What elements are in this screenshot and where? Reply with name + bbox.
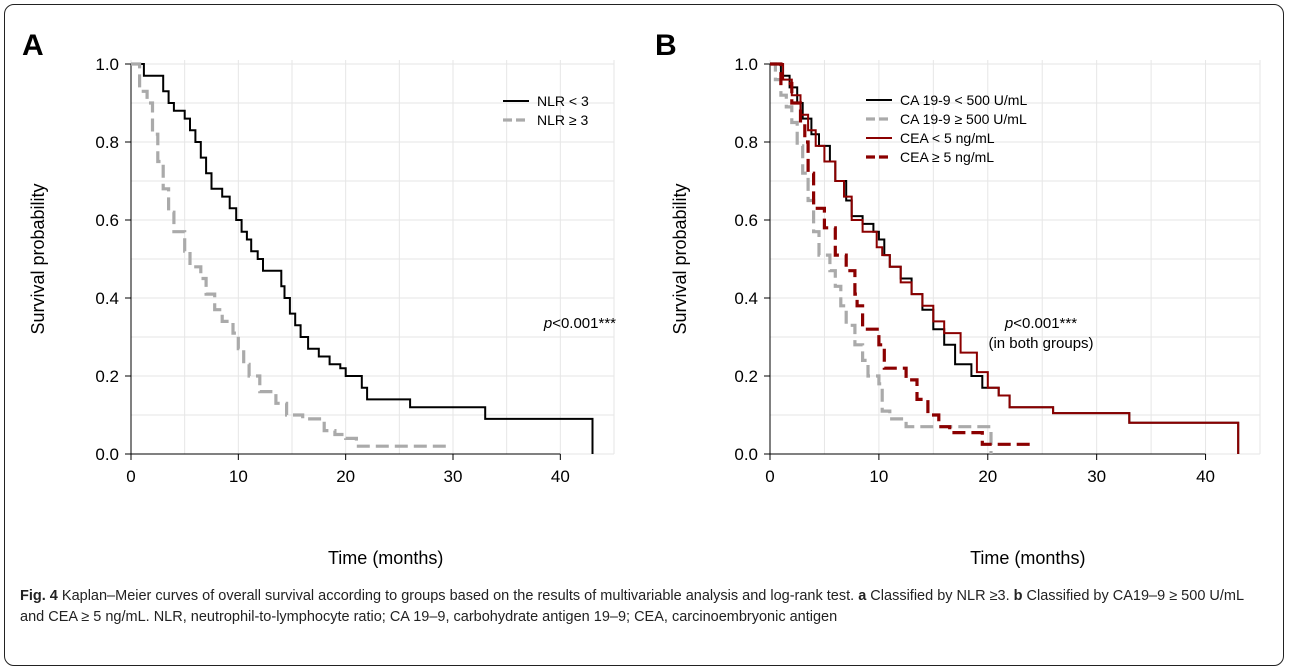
y-tick-label: 1.0: [734, 55, 758, 74]
x-tick-label: 10: [229, 467, 248, 486]
y-tick-label: 0.8: [734, 133, 758, 152]
caption-fig-label: Fig. 4: [20, 588, 58, 604]
p-value-annotation: p<0.001***: [543, 315, 616, 332]
chart-panel-b: 0.0 0.2 0.4 0.6 0.8 1.0 0 10 20 30 40 Survival prob…: [655, 29, 1261, 568]
series-line-1: [770, 62, 993, 454]
y-axis-label: Survival probability: [28, 183, 48, 334]
legend-entry-label: CA 19-9 ≥ 500 U/mL: [900, 111, 1027, 127]
legend: NLR < 3 NLR ≥ 3: [503, 93, 589, 128]
p-value-subtext: (in both groups): [988, 335, 1093, 352]
x-tick-label: 40: [1196, 467, 1215, 486]
x-axis-label: Time (months): [328, 548, 443, 568]
x-axis-label: Time (months): [970, 548, 1085, 568]
figure-caption: Fig. 4 Kaplan–Meier curves of overall su…: [20, 586, 1270, 628]
caption-b-text: Classified by CA19–9 ≥ 500 U/mL and CEA …: [20, 588, 1244, 625]
p-value-text: <0.001***: [552, 315, 616, 332]
x-tick-label: 0: [126, 467, 135, 486]
legend-entry-label: CEA < 5 ng/mL: [900, 130, 995, 146]
series-line-0: [131, 63, 594, 454]
x-tick-label: 20: [336, 467, 355, 486]
y-tick-label: 0.6: [95, 211, 119, 230]
series-line-2: [770, 63, 1240, 454]
caption-a-text: Classified by NLR ≥3.: [866, 588, 1014, 604]
y-tick-label: 0.4: [95, 289, 119, 308]
y-tick-label: 0.2: [95, 367, 119, 386]
y-tick-label: 0.0: [734, 445, 758, 464]
p-value-text: <0.001***: [1013, 315, 1077, 332]
caption-a-label: a: [858, 588, 867, 604]
series-line-1: [131, 62, 448, 448]
p-value-annotation: p<0.001***: [1004, 315, 1077, 332]
x-tick-label: 10: [869, 467, 888, 486]
legend-entry-label: CA 19-9 < 500 U/mL: [900, 92, 1027, 108]
figure-frame: [4, 4, 1284, 666]
series-line-3: [770, 62, 1032, 446]
y-tick-label: 0.0: [95, 445, 119, 464]
x-tick-label: 40: [551, 467, 570, 486]
legend: CA 19-9 < 500 U/mL CA 19-9 ≥ 500 U/mL CEA …: [866, 92, 1027, 165]
x-tick-label: 30: [1087, 467, 1106, 486]
caption-intro: Kaplan–Meier curves of overall survival …: [57, 588, 859, 604]
p-italic: p: [543, 315, 552, 332]
chart-panel-a: 0.0 0.2 0.4 0.6 0.8 1.0 0 10 20 30 40 Survival prob…: [22, 29, 616, 568]
panel-label: A: [22, 29, 44, 62]
y-tick-label: 0.8: [95, 133, 119, 152]
legend-entry-label: NLR ≥ 3: [537, 112, 588, 128]
y-tick-label: 0.2: [734, 367, 758, 386]
panel-label: B: [655, 29, 677, 62]
p-italic: p: [1004, 315, 1013, 332]
caption-b-label: b: [1013, 588, 1023, 604]
legend-entry-label: CEA ≥ 5 ng/mL: [900, 149, 994, 165]
x-tick-label: 30: [444, 467, 463, 486]
y-tick-label: 0.4: [734, 289, 758, 308]
legend-entry-label: NLR < 3: [537, 93, 589, 109]
y-axis-label: Survival probability: [670, 183, 690, 334]
y-tick-label: 1.0: [95, 55, 119, 74]
x-tick-label: 0: [765, 467, 774, 486]
y-tick-label: 0.6: [734, 211, 758, 230]
x-tick-label: 20: [978, 467, 997, 486]
